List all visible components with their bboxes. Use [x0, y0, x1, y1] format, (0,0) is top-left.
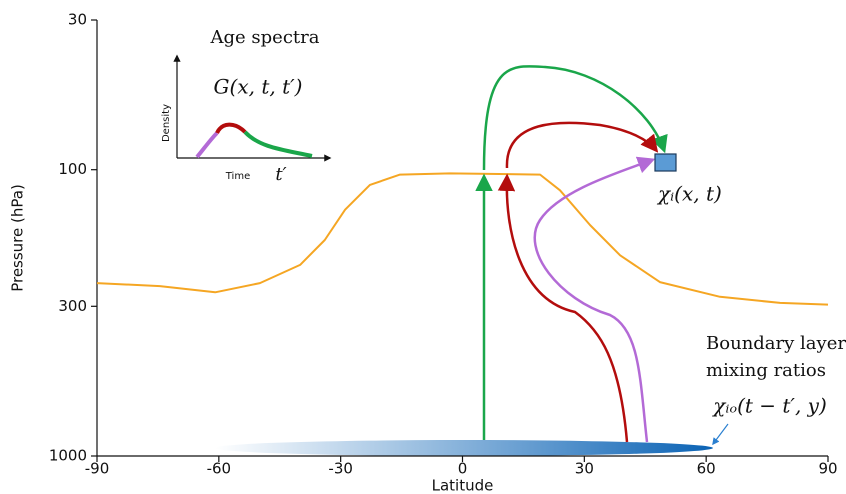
pointer-arrow [712, 423, 729, 446]
x-tick-label: 0 [458, 460, 468, 478]
y-tick-label: 100 [58, 160, 87, 178]
red-path [505, 121, 659, 169]
x-tick-label: 30 [575, 460, 594, 478]
y-tick-label: 1000 [49, 447, 87, 465]
purple-path [533, 156, 656, 443]
boundary-function: χᵢₒ(t − t′, y) [711, 394, 827, 418]
receptor-box [654, 153, 677, 172]
boundary-label: mixing ratios [706, 360, 826, 381]
age-spectrum-inset [173, 54, 332, 162]
inset-curve [215, 122, 247, 135]
y-tick-label: 30 [68, 11, 87, 29]
transport-paths [475, 65, 729, 446]
x-tick-label: 60 [697, 460, 716, 478]
inset-curve [243, 130, 313, 158]
green-path [482, 65, 668, 171]
boundary-label: Boundary layer [706, 333, 846, 354]
inset-xlabel: Time [225, 171, 250, 182]
tropopause-line [96, 172, 829, 306]
inset-ylabel: Density [161, 104, 172, 142]
mixing-ratio-label: χᵢ(x, t) [656, 182, 722, 206]
x-tick-label: 90 [818, 460, 837, 478]
x-tick-label: -30 [328, 460, 353, 478]
x-tick-label: -60 [207, 460, 232, 478]
y-axis-label: Pressure (hPa) [9, 184, 27, 292]
red-path [497, 173, 629, 443]
inset-xvar: t′ [275, 164, 286, 185]
inset-function: G(x, t, t′) [214, 75, 303, 99]
x-tick-label: -90 [85, 460, 110, 478]
x-axis-label: Latitude [432, 477, 494, 494]
y-tick-label: 300 [58, 297, 87, 315]
background-layer [215, 440, 713, 456]
inset-curve [195, 131, 219, 159]
inset-title: Age spectra [210, 27, 320, 48]
plot-area: 30 100 300 1000-90 -60 -30 0 30 60 90 Latitude Pres… [9, 11, 838, 494]
boundary-layer [215, 440, 713, 456]
